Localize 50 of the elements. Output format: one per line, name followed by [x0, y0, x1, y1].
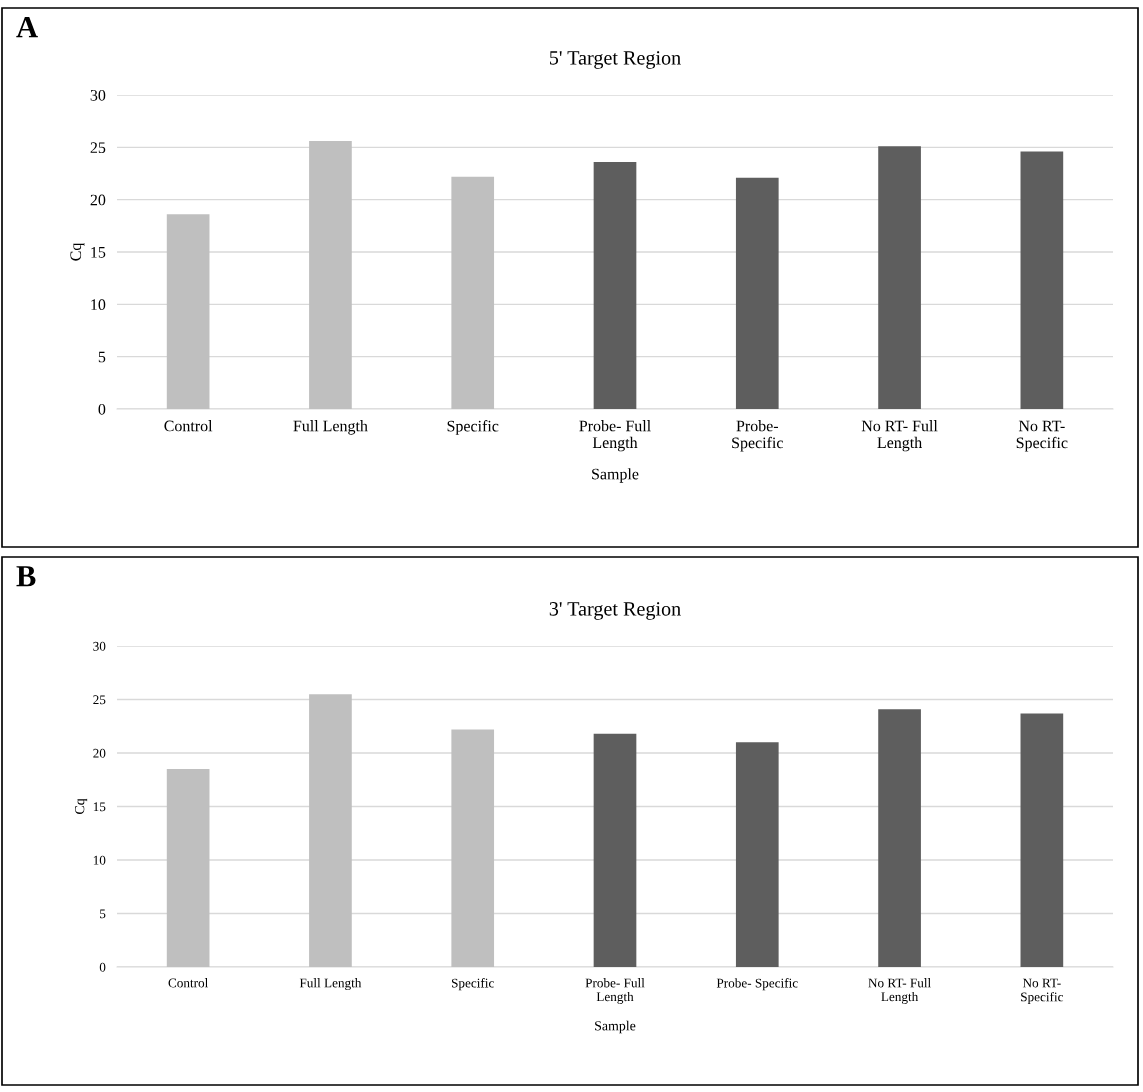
bar [451, 729, 495, 967]
bar [735, 742, 779, 967]
x-tick-label: No RT- Full Length [868, 978, 931, 1004]
bar [309, 694, 352, 967]
x-tick-label: Specific [447, 420, 499, 435]
y-tick-label: 10 [93, 855, 106, 865]
text: A [16, 17, 38, 38]
chart-title: 3' Target Region [549, 602, 681, 620]
y-tick-label: 25 [90, 142, 106, 154]
y-tick-label: 15 [93, 802, 106, 812]
y-tick-label: 30 [93, 641, 106, 651]
chart-title: 5' Target Region [549, 51, 681, 69]
bar [735, 177, 779, 409]
bar [309, 141, 352, 409]
x-tick-label: Probe- Full Length [579, 420, 651, 452]
x-tick-label: Specific [451, 978, 494, 991]
y-tick-label: 15 [91, 247, 106, 258]
bar [1020, 151, 1064, 409]
bar [166, 214, 210, 409]
y-tick-label: 10 [91, 299, 106, 311]
bar [593, 733, 637, 967]
x-tick-label: Probe- Specific [732, 420, 783, 452]
x-tick-label: Probe- Specific [716, 978, 798, 991]
y-tick-label: 25 [93, 695, 106, 705]
x-tick-label: Full Length [299, 978, 362, 991]
x-tick-label: Control [164, 420, 213, 432]
y-tick-label: 5 [100, 909, 106, 919]
y-axis-title: Cq [70, 242, 85, 261]
x-tick-label: Control [168, 978, 209, 988]
bar [593, 161, 637, 409]
bar [1020, 713, 1064, 967]
text: B [16, 566, 36, 587]
x-tick-label: No RT- Specific [1021, 978, 1064, 1005]
x-tick-label: No RT- Full Length [861, 420, 938, 452]
x-axis-title: Sample [595, 1020, 636, 1034]
bar [451, 176, 495, 409]
y-tick-label: 30 [90, 89, 106, 101]
y-tick-label: 20 [90, 194, 106, 206]
x-tick-label: Probe- Full Length [585, 978, 645, 1004]
bar [166, 769, 210, 967]
bar [878, 146, 921, 409]
bar [878, 709, 921, 967]
y-tick-label: 20 [93, 748, 106, 758]
y-axis-title: Cq [74, 798, 88, 815]
x-axis-title: Sample [592, 468, 639, 483]
y-tick-label: 0 [99, 962, 106, 972]
x-tick-label: No RT- Specific [1016, 420, 1068, 452]
y-tick-label: 0 [98, 403, 106, 415]
x-tick-label: Full Length [293, 420, 368, 435]
y-tick-label: 5 [98, 351, 106, 363]
